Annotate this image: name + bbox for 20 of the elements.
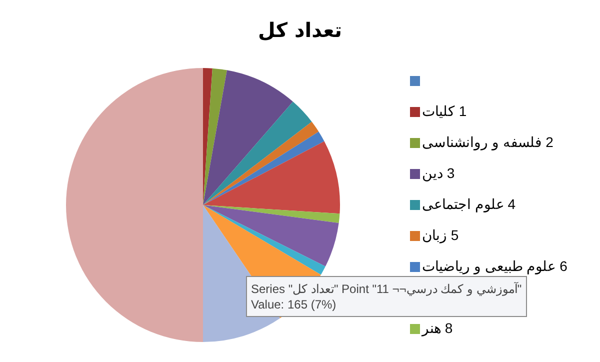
pie-slice xyxy=(66,68,203,342)
chart-title: تعداد کل xyxy=(258,18,342,42)
pie-slice xyxy=(203,122,319,205)
pie-slice xyxy=(203,102,312,205)
pie-slice xyxy=(203,205,340,224)
text: Value: 165 (7%) xyxy=(251,298,336,312)
legend-label: 5 زبان xyxy=(422,227,459,243)
legend-label: 4 علوم اجتماعی xyxy=(422,196,516,212)
pie-slice xyxy=(203,70,293,205)
pie-slice xyxy=(203,141,340,214)
legend-label: 6 علوم طبیعی و ریاضیات xyxy=(422,258,568,274)
pie-slice xyxy=(203,205,339,266)
legend-label: 1 کلیات xyxy=(422,103,467,119)
text: Series "تعداد کل" Point "11 ¬¬آموزشي و کمك درسي" xyxy=(251,281,522,296)
pie-slice xyxy=(203,205,326,275)
legend-label: 2 فلسفه و روانشناسی xyxy=(422,134,554,150)
pie-slice xyxy=(203,132,324,205)
legend-label: 3 دین xyxy=(422,165,455,181)
legend-label: 8 هنر xyxy=(422,320,453,336)
pie-slice xyxy=(203,68,227,205)
